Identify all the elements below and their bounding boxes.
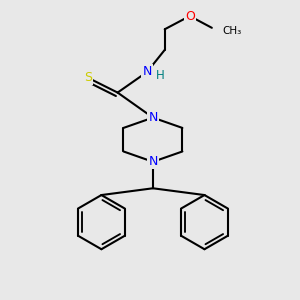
Text: S: S <box>84 71 92 84</box>
Text: CH₃: CH₃ <box>222 26 242 36</box>
Text: N: N <box>148 155 158 168</box>
Text: H: H <box>156 69 165 82</box>
Text: N: N <box>148 111 158 124</box>
Text: O: O <box>185 10 195 22</box>
Text: N: N <box>142 65 152 79</box>
